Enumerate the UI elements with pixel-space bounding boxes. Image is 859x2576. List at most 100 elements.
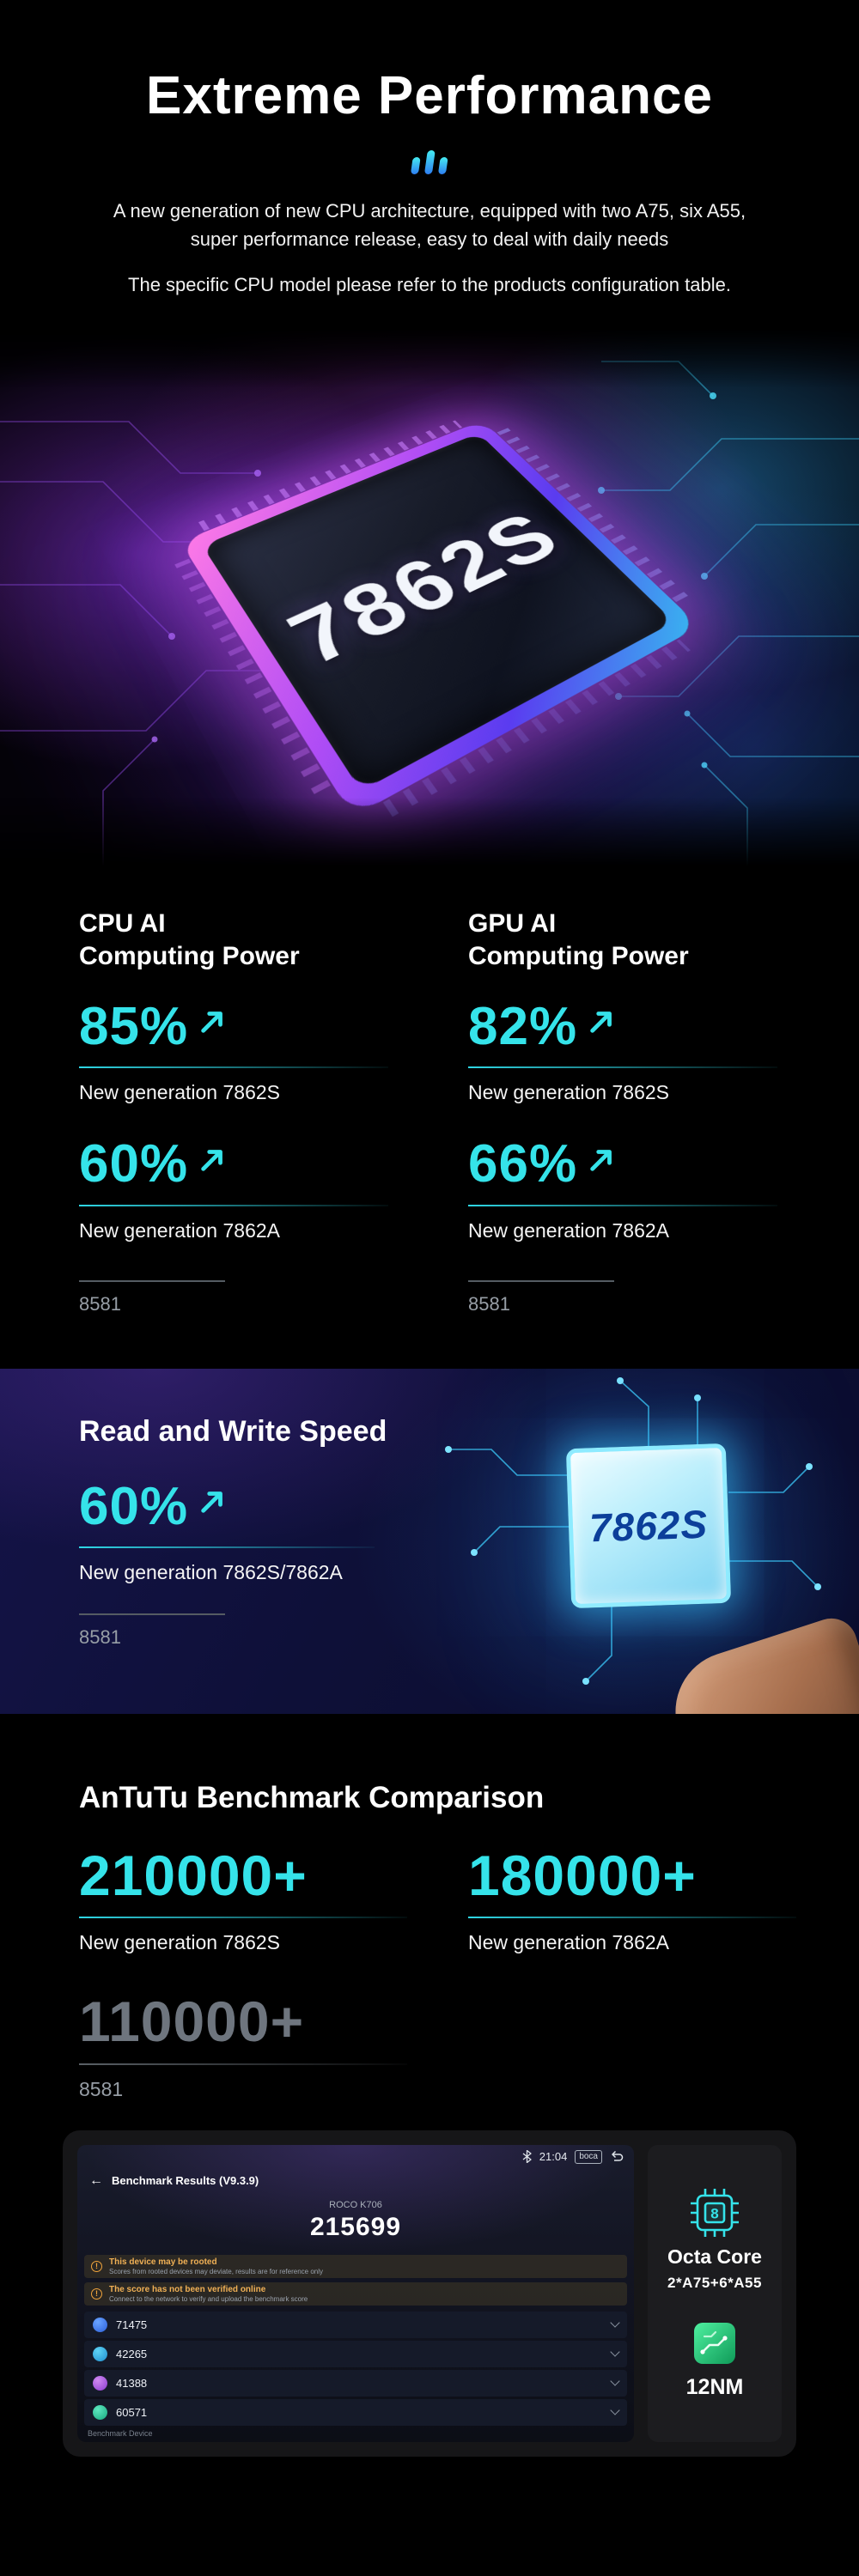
page-header: Extreme Performance A new generation of … [0,0,859,296]
intro-line-1: A new generation of new CPU architecture… [113,200,746,222]
back-arrow-icon[interactable]: ← [89,2172,103,2188]
stat-block: 85% New generation 7862S [79,998,468,1104]
score-row-ux[interactable]: 60571 [84,2398,627,2426]
cpu-ai-title-line1: CPU AI [79,909,166,939]
gpu-ai-title: GPU AI Computing Power [468,908,780,972]
chevron-down-icon [610,2376,620,2387]
score-row-mem[interactable]: 41388 [84,2369,627,2397]
stat-value: 66% [468,1135,780,1194]
accent-underline [79,1917,407,1919]
gpu-ai-title-line1: GPU AI [468,909,557,939]
screenshot-footer-label: Benchmark Device [88,2428,153,2438]
stat-block: 66% New generation 7862A [468,1135,780,1242]
stat-percent: 82% [468,997,578,1057]
warning-icon: ! [91,2260,102,2272]
ai-computing-stats-section: CPU AI Computing Power 85% New generatio… [0,908,859,1315]
ux-score-icon [93,2404,107,2420]
hero-banner: 7862S [0,327,859,867]
process-spec: 12NM [686,2318,743,2400]
gpu-ai-column: GPU AI Computing Power 82% New generatio… [468,908,780,1315]
antutu-label: New generation 7862S [79,1931,280,1954]
antutu-title: AnTuTu Benchmark Comparison [79,1780,545,1814]
screenshot-nav-bar: ← Benchmark Results (V9.3.9) [89,2172,259,2188]
cpu-score-icon [93,2317,107,2332]
status-bar: 21:04 boca [522,2149,624,2164]
baseline-underline [79,1613,225,1615]
growth-arrow-icon [590,1149,612,1171]
antutu-score: 180000+ [468,1843,697,1907]
score-row-cpu[interactable]: 71475 [84,2311,627,2338]
antutu-item: 210000+ New generation 7862S [79,1844,468,1955]
row-score: 71475 [116,2318,148,2331]
fist [660,1611,859,1714]
gpu-ai-title-line2: Computing Power [468,941,689,970]
antutu-grid: 210000+ New generation 7862S 180000+ New… [79,1844,796,1955]
return-icon[interactable] [610,2150,624,2163]
cpu-ai-title-line2: Computing Power [79,941,300,970]
baseline-label: 8581 [79,2077,124,2100]
antutu-score: 110000+ [79,1990,305,2054]
accent-underline [468,1917,796,1919]
accent-bars-icon [0,149,859,175]
bluetooth-icon [522,2150,532,2164]
growth-arrow-icon [201,1491,223,1513]
stat-block: 60% New generation 7862A [79,1135,468,1242]
antutu-label: New generation 7862A [468,1931,669,1954]
device-model-label: ROCO K706 [329,2199,382,2210]
stat-value: 85% [79,998,468,1056]
score-row-gpu[interactable]: 42265 [84,2340,627,2367]
core-title: Octa Core [667,2245,762,2269]
stat-block: 60% New generation 7862S/7862A [79,1477,859,1584]
baseline-underline [468,1279,614,1282]
warning-icon: ! [91,2287,102,2300]
notice-title: The score has not been verified online [109,2284,266,2294]
stat-percent: 85% [79,997,189,1057]
stat-label: New generation 7862A [468,1218,669,1242]
chevron-down-icon [610,2405,620,2416]
notice-detail: Scores from rooted devices may deviate, … [109,2267,323,2275]
intro-text: A new generation of new CPU architecture… [0,197,859,253]
chip-spec-panel: 8 Octa Core 2*A75+6*A55 [648,2144,782,2442]
notice-text: This device may be rooted Scores from ro… [109,2257,323,2276]
notice-text: The score has not been verified online C… [109,2285,308,2304]
stat-value: 60% [79,1477,859,1536]
gray-underline [79,2063,407,2065]
notice-title: This device may be rooted [109,2257,217,2267]
status-time: 21:04 [539,2150,568,2164]
stat-label: New generation 7862A [79,1218,280,1242]
row-score: 41388 [116,2376,148,2390]
core-detail: 2*A75+6*A55 [667,2275,762,2292]
mem-score-icon [93,2375,107,2391]
stat-label: New generation 7862S [468,1081,669,1104]
baseline-block: 8581 [79,1613,859,1649]
growth-arrow-icon [590,1012,612,1034]
config-note-text: The specific CPU model please refer to t… [128,274,731,296]
antutu-baseline-item: 110000+ 8581 [79,1990,780,2101]
baseline-label: 8581 [79,1625,121,1648]
row-score: 42265 [116,2347,148,2360]
page-title: Extreme Performance [146,66,713,125]
stat-percent: 66% [468,1134,578,1194]
intro-line-2: super performance release, easy to deal … [190,228,669,251]
antutu-benchmark-section: AnTuTu Benchmark Comparison 210000+ New … [0,1781,859,2101]
baseline-block: 8581 [79,1279,468,1315]
baseline-underline [79,1279,225,1282]
screenshot-nav-title: Benchmark Results (V9.3.9) [112,2174,259,2188]
baseline-block: 8581 [468,1279,780,1315]
pointing-hand-graphic [586,1518,859,1714]
core-count-label: 8 [710,2206,718,2222]
growth-arrow-icon [201,1012,223,1034]
notice-detail: Connect to the network to verify and upl… [109,2294,308,2303]
notice-banner: ! The score has not been verified online… [84,2281,627,2306]
cpu-ai-column: CPU AI Computing Power 85% New generatio… [79,908,468,1315]
chevron-down-icon [610,2347,620,2358]
growth-arrow-icon [201,1149,223,1171]
benchmark-result-panel: 21:04 boca ← Benchmark Results (V9.3.9) … [63,2129,796,2457]
accent-underline [79,1546,375,1548]
nm-process-chip-icon [694,2323,735,2365]
device-screenshot: 21:04 boca ← Benchmark Results (V9.3.9) … [77,2144,634,2442]
baseline-label: 8581 [468,1292,510,1315]
stat-value: 60% [79,1135,468,1194]
score-rows: 71475 42265 41388 [84,2311,627,2426]
